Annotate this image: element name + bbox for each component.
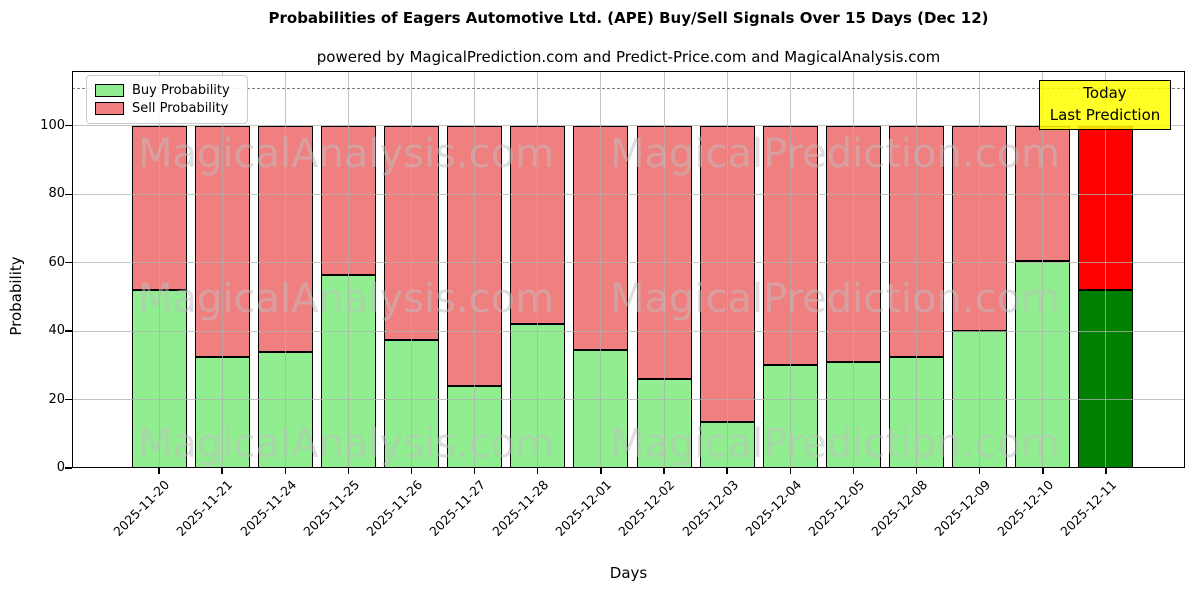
x-tick-mark xyxy=(284,468,286,474)
x-tick-label: 2025-11-26 xyxy=(363,477,426,539)
x-tick-label: 2025-12-02 xyxy=(615,477,678,539)
x-tick-mark xyxy=(663,468,665,474)
x-tick-mark xyxy=(600,468,602,474)
x-tick-label: 2025-12-01 xyxy=(552,477,615,539)
x-tick-mark xyxy=(1042,468,1044,474)
vertical-gridline xyxy=(221,71,223,468)
y-tick-label: 20 xyxy=(48,391,65,407)
y-tick-mark xyxy=(65,398,72,401)
horizontal-gridline xyxy=(72,330,1185,332)
vertical-gridline xyxy=(474,71,476,468)
vertical-gridline xyxy=(1042,71,1044,468)
y-tick-label: 40 xyxy=(48,323,65,339)
x-tick-label: 2025-12-05 xyxy=(805,477,868,539)
x-tick-mark xyxy=(158,468,160,474)
legend-item-sell: Sell Probability xyxy=(95,101,239,116)
vertical-gridline xyxy=(411,71,413,468)
x-tick-mark xyxy=(473,468,476,474)
legend-label-sell: Sell Probability xyxy=(132,101,229,117)
legend-item-buy: Buy Probability xyxy=(95,83,239,98)
vertical-gridline xyxy=(979,71,981,468)
x-tick-mark xyxy=(915,468,918,474)
chart-title: Probabilities of Eagers Automotive Ltd. … xyxy=(268,9,989,27)
vertical-gridline xyxy=(600,71,602,468)
x-tick-label: 2025-11-20 xyxy=(110,477,173,539)
sell-color-swatch xyxy=(95,102,124,116)
y-axis-title: Probability xyxy=(7,256,25,336)
vertical-gridline xyxy=(284,71,286,468)
vertical-gridline xyxy=(916,71,918,468)
horizontal-gridline xyxy=(72,125,1185,127)
x-tick-label: 2025-11-21 xyxy=(173,477,236,539)
x-tick-mark xyxy=(789,468,792,474)
dashed-threshold-line xyxy=(72,88,1185,90)
vertical-gridline xyxy=(663,71,665,468)
today-annotation-box: Today Last Prediction xyxy=(1039,80,1171,130)
y-tick-mark xyxy=(65,330,72,332)
vertical-gridline xyxy=(789,71,791,468)
vertical-gridline xyxy=(852,71,854,468)
x-tick-label: 2025-12-10 xyxy=(994,477,1057,539)
x-tick-mark xyxy=(537,468,539,474)
x-tick-mark xyxy=(347,468,350,474)
chart-subtitle: powered by MagicalPrediction.com and Pre… xyxy=(316,48,941,66)
vertical-gridline xyxy=(726,71,728,468)
vertical-gridline xyxy=(347,71,349,468)
x-tick-label: 2025-12-03 xyxy=(678,477,741,539)
horizontal-gridline xyxy=(72,399,1185,401)
y-tick-mark xyxy=(65,261,72,264)
x-tick-label: 2025-11-25 xyxy=(300,477,363,539)
x-axis-title: Days xyxy=(609,564,648,582)
horizontal-gridline xyxy=(72,262,1185,264)
x-tick-label: 2025-12-04 xyxy=(741,477,804,539)
x-tick-label: 2025-11-24 xyxy=(236,477,299,539)
legend: Buy Probability Sell Probability xyxy=(86,75,248,124)
x-tick-label: 2025-11-27 xyxy=(426,477,489,539)
x-tick-mark xyxy=(221,468,223,474)
y-tick-label: 80 xyxy=(48,186,65,202)
y-tick-label: 0 xyxy=(56,460,65,475)
annotation-line-1: Today xyxy=(1083,84,1127,103)
x-tick-mark xyxy=(979,468,981,474)
y-tick-label: 60 xyxy=(48,254,65,270)
legend-label-buy: Buy Probability xyxy=(132,82,230,98)
buy-color-swatch xyxy=(95,83,124,97)
x-tick-mark xyxy=(1105,468,1107,474)
horizontal-gridline xyxy=(72,193,1185,195)
vertical-gridline xyxy=(537,71,539,468)
vertical-gridline xyxy=(1105,71,1107,468)
x-tick-label: 2025-12-09 xyxy=(931,477,994,539)
x-tick-label: 2025-11-28 xyxy=(489,477,552,539)
x-tick-label: 2025-12-08 xyxy=(868,477,931,539)
x-tick-label: 2025-12-11 xyxy=(1057,477,1120,539)
y-tick-mark xyxy=(65,193,72,195)
y-tick-mark xyxy=(65,125,72,127)
x-tick-mark xyxy=(726,468,728,474)
y-tick-mark xyxy=(65,467,72,469)
x-tick-mark xyxy=(852,468,855,474)
annotation-line-2: Last Prediction xyxy=(1049,106,1161,124)
vertical-gridline xyxy=(158,71,160,468)
y-tick-label: 100 xyxy=(40,117,65,133)
x-tick-mark xyxy=(410,468,413,474)
